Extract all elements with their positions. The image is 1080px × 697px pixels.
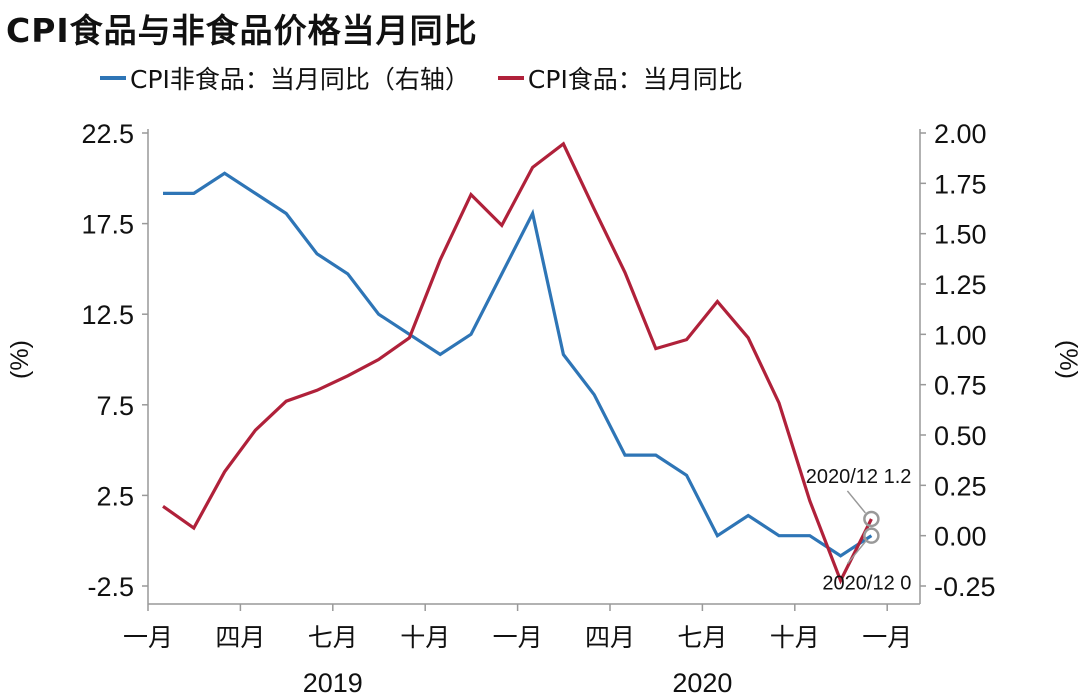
x-axis-tick-label: 一月 [493, 624, 543, 652]
right-axis-tick-label: 0.75 [934, 371, 987, 401]
annotation-label-nonfood: 2020/12 0 [822, 573, 911, 595]
x-axis-tick-label: 四月 [585, 624, 635, 652]
axes: -2.5 2.5 7.5 12.5 17.5 22.5 (%) -0.25 0.00 0.25 0.… [6, 119, 1080, 697]
legend-item-food: CPI食品：当月同比 [497, 60, 743, 96]
x-axis-tick-label: 七月 [677, 624, 727, 652]
left-axis-tick-label: 7.5 [96, 391, 134, 421]
annotation-marker-nonfood [863, 527, 880, 544]
x-axis-tick-label: 十月 [770, 624, 820, 652]
series-lines [162, 141, 873, 585]
right-axis-label: (%) [1054, 340, 1080, 379]
x-axis-year-label: 2019 [303, 668, 363, 697]
left-axis-tick-label: 2.5 [96, 481, 134, 511]
chart-title: CPI食品与非食品价格当月同比 [6, 11, 478, 50]
left-axis-tick-label: 12.5 [81, 300, 134, 330]
right-axis-tick-label: 0.50 [934, 421, 987, 451]
right-axis-tick-label: 1.50 [934, 220, 987, 250]
legend-swatch-nonfood [100, 76, 126, 80]
series-line-nonfood [163, 171, 873, 558]
legend-swatch-food [497, 76, 524, 80]
left-axis-tick-label: 17.5 [81, 210, 134, 240]
left-axis-tick-label: -2.5 [87, 572, 134, 602]
right-axis-tick-label: 0.00 [934, 522, 987, 552]
legend-label-food: CPI食品：当月同比 [527, 65, 743, 94]
annotation-leader-food [846, 490, 866, 514]
x-axis-year-label: 2020 [672, 668, 732, 697]
x-axis-tick-label: 一月 [123, 624, 173, 652]
annotation-leader-nonfood [846, 541, 866, 565]
x-axis-tick-label: 四月 [215, 624, 265, 652]
legend: CPI非食品：当月同比（右轴） CPI食品：当月同比 [100, 60, 771, 96]
annotation-marker-food [863, 510, 880, 528]
right-axis-tick-label: 1.25 [934, 270, 987, 300]
x-axis-tick-label: 十月 [400, 624, 450, 652]
annotations: 2020/12 1.2 2020/12 0 [806, 466, 912, 595]
right-axis-tick-label: 1.75 [934, 169, 987, 199]
right-axis-tick-label: 0.25 [934, 471, 987, 501]
legend-item-nonfood: CPI非食品：当月同比（右轴） [100, 60, 470, 96]
right-axis-tick-label: -0.25 [934, 572, 996, 602]
left-axis-label: (%) [6, 340, 34, 379]
legend-label-nonfood: CPI非食品：当月同比（右轴） [130, 65, 470, 94]
right-axis-tick-label: 2.00 [934, 119, 987, 149]
series-line-food [162, 141, 873, 585]
right-axis-tick-label: 1.00 [934, 320, 987, 350]
left-axis-tick-label: 22.5 [81, 119, 134, 149]
annotation-label-food: 2020/12 1.2 [806, 466, 912, 488]
x-axis-tick-label: 七月 [308, 624, 358, 652]
x-axis-tick-label: 一月 [862, 624, 912, 652]
